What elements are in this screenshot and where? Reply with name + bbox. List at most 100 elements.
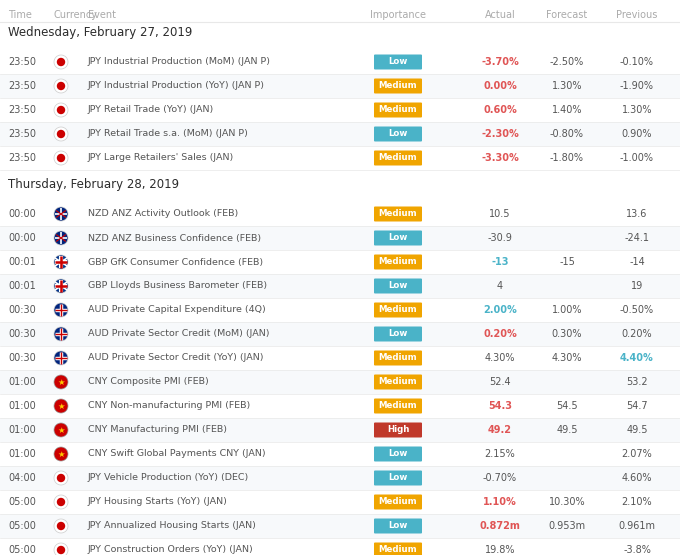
Text: 2.10%: 2.10% bbox=[622, 497, 652, 507]
Circle shape bbox=[54, 351, 68, 365]
Text: Medium: Medium bbox=[379, 82, 418, 90]
Text: Currency: Currency bbox=[53, 10, 97, 20]
FancyBboxPatch shape bbox=[0, 538, 680, 555]
FancyBboxPatch shape bbox=[0, 370, 680, 394]
Text: JPY Retail Trade (YoY) (JAN): JPY Retail Trade (YoY) (JAN) bbox=[88, 105, 214, 114]
Text: 23:50: 23:50 bbox=[8, 57, 36, 67]
Text: ★: ★ bbox=[57, 450, 65, 458]
FancyBboxPatch shape bbox=[0, 490, 680, 514]
Text: Medium: Medium bbox=[379, 354, 418, 362]
Text: JPY Annualized Housing Starts (JAN): JPY Annualized Housing Starts (JAN) bbox=[88, 522, 257, 531]
Text: JPY Industrial Production (YoY) (JAN P): JPY Industrial Production (YoY) (JAN P) bbox=[88, 82, 265, 90]
Text: Medium: Medium bbox=[379, 154, 418, 163]
Circle shape bbox=[54, 103, 68, 117]
Circle shape bbox=[54, 543, 68, 555]
Text: GBP Lloyds Business Barometer (FEB): GBP Lloyds Business Barometer (FEB) bbox=[88, 281, 267, 290]
Text: -0.70%: -0.70% bbox=[483, 473, 517, 483]
Text: -1.90%: -1.90% bbox=[620, 81, 654, 91]
Text: ★: ★ bbox=[57, 377, 65, 386]
Text: Low: Low bbox=[388, 330, 408, 339]
FancyBboxPatch shape bbox=[0, 98, 680, 122]
FancyBboxPatch shape bbox=[0, 442, 680, 466]
Text: 0.961m: 0.961m bbox=[619, 521, 656, 531]
Text: Medium: Medium bbox=[379, 209, 418, 219]
Circle shape bbox=[54, 375, 68, 389]
Text: High: High bbox=[387, 426, 409, 435]
Text: JPY Construction Orders (YoY) (JAN): JPY Construction Orders (YoY) (JAN) bbox=[88, 546, 254, 554]
Text: 1.30%: 1.30% bbox=[551, 81, 582, 91]
Circle shape bbox=[58, 475, 65, 482]
FancyBboxPatch shape bbox=[374, 422, 422, 437]
Text: 1.40%: 1.40% bbox=[551, 105, 582, 115]
Text: 01:00: 01:00 bbox=[8, 401, 36, 411]
Circle shape bbox=[58, 107, 65, 114]
Text: JPY Industrial Production (MoM) (JAN P): JPY Industrial Production (MoM) (JAN P) bbox=[88, 58, 271, 67]
Text: -1.80%: -1.80% bbox=[550, 153, 584, 163]
Text: JPY Retail Trade s.a. (MoM) (JAN P): JPY Retail Trade s.a. (MoM) (JAN P) bbox=[88, 129, 249, 139]
Text: -1.00%: -1.00% bbox=[620, 153, 654, 163]
Text: Forecast: Forecast bbox=[546, 10, 588, 20]
Text: AUD Private Capital Expenditure (4Q): AUD Private Capital Expenditure (4Q) bbox=[88, 305, 266, 315]
Text: 23:50: 23:50 bbox=[8, 81, 36, 91]
FancyBboxPatch shape bbox=[374, 127, 422, 142]
FancyBboxPatch shape bbox=[0, 146, 680, 170]
Text: Event: Event bbox=[88, 10, 116, 20]
Text: 0.20%: 0.20% bbox=[483, 329, 517, 339]
Text: 19: 19 bbox=[631, 281, 643, 291]
Text: 0.872m: 0.872m bbox=[479, 521, 520, 531]
Text: CNY Non-manufacturing PMI (FEB): CNY Non-manufacturing PMI (FEB) bbox=[88, 401, 250, 411]
Circle shape bbox=[54, 327, 68, 341]
Text: 04:00: 04:00 bbox=[8, 473, 36, 483]
Circle shape bbox=[54, 519, 68, 533]
Text: 00:30: 00:30 bbox=[8, 329, 36, 339]
Text: Medium: Medium bbox=[379, 305, 418, 315]
Circle shape bbox=[58, 58, 65, 65]
FancyBboxPatch shape bbox=[374, 542, 422, 555]
Text: 2.00%: 2.00% bbox=[483, 305, 517, 315]
Circle shape bbox=[54, 447, 68, 461]
FancyBboxPatch shape bbox=[0, 346, 680, 370]
Text: -0.80%: -0.80% bbox=[550, 129, 584, 139]
Circle shape bbox=[54, 79, 68, 93]
Text: Medium: Medium bbox=[379, 546, 418, 554]
Text: Thursday, February 28, 2019: Thursday, February 28, 2019 bbox=[8, 178, 179, 191]
Text: 01:00: 01:00 bbox=[8, 425, 36, 435]
Text: 54.3: 54.3 bbox=[488, 401, 512, 411]
Text: 4.60%: 4.60% bbox=[622, 473, 652, 483]
FancyBboxPatch shape bbox=[374, 255, 422, 270]
FancyBboxPatch shape bbox=[374, 518, 422, 533]
Circle shape bbox=[54, 151, 68, 165]
Text: Low: Low bbox=[388, 58, 408, 67]
Text: Medium: Medium bbox=[379, 377, 418, 386]
Text: -3.70%: -3.70% bbox=[481, 57, 519, 67]
Text: 05:00: 05:00 bbox=[8, 545, 36, 555]
FancyBboxPatch shape bbox=[374, 495, 422, 509]
Text: 19.8%: 19.8% bbox=[485, 545, 515, 555]
FancyBboxPatch shape bbox=[374, 447, 422, 462]
Circle shape bbox=[54, 255, 68, 269]
Text: 0.953m: 0.953m bbox=[549, 521, 585, 531]
Text: 00:30: 00:30 bbox=[8, 353, 36, 363]
Text: 4.40%: 4.40% bbox=[620, 353, 654, 363]
FancyBboxPatch shape bbox=[374, 302, 422, 317]
Circle shape bbox=[54, 495, 68, 509]
Text: Low: Low bbox=[388, 473, 408, 482]
Circle shape bbox=[58, 498, 65, 506]
Text: 23:50: 23:50 bbox=[8, 129, 36, 139]
Text: Medium: Medium bbox=[379, 401, 418, 411]
Text: 53.2: 53.2 bbox=[626, 377, 648, 387]
FancyBboxPatch shape bbox=[374, 398, 422, 413]
Circle shape bbox=[54, 399, 68, 413]
Text: 0.60%: 0.60% bbox=[483, 105, 517, 115]
Text: 2.07%: 2.07% bbox=[622, 449, 652, 459]
Text: 05:00: 05:00 bbox=[8, 521, 36, 531]
FancyBboxPatch shape bbox=[374, 103, 422, 118]
FancyBboxPatch shape bbox=[0, 50, 680, 74]
Text: 49.2: 49.2 bbox=[488, 425, 512, 435]
Text: GBP GfK Consumer Confidence (FEB): GBP GfK Consumer Confidence (FEB) bbox=[88, 258, 263, 266]
FancyBboxPatch shape bbox=[0, 226, 680, 250]
Text: Time: Time bbox=[8, 10, 32, 20]
Text: -2.30%: -2.30% bbox=[481, 129, 519, 139]
FancyBboxPatch shape bbox=[374, 351, 422, 366]
Text: JPY Housing Starts (YoY) (JAN): JPY Housing Starts (YoY) (JAN) bbox=[88, 497, 228, 507]
